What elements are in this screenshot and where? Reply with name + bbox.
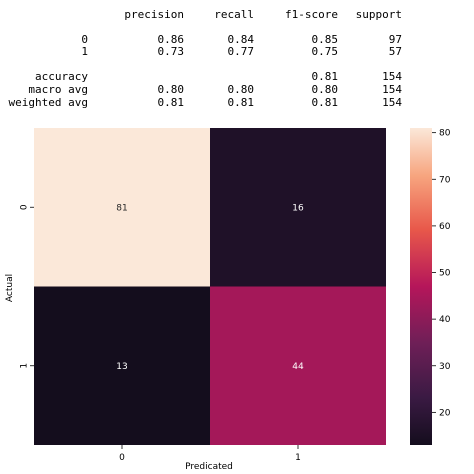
report-cell: 0.85 [311,33,339,46]
x-tick-label: 1 [295,453,301,463]
report-cell: 0.86 [157,33,185,46]
colorbar-tick-label: 60 [439,222,451,232]
report-header-f1: f1-score [285,8,338,21]
report-cell: 0.81 [311,96,339,109]
colorbar-tick-label: 40 [439,315,451,325]
report-cell: 0.80 [157,83,185,96]
heatmap-cells: 81 16 13 44 [34,128,386,445]
colorbar [410,128,432,445]
report-row-label: accuracy [35,70,88,83]
x-tick-label: 0 [119,453,125,463]
y-tick-label: 0 [20,204,30,210]
report-cell: 154 [382,96,402,109]
colorbar-tick-label: 80 [439,129,451,139]
colorbar-tick-label: 50 [439,269,451,279]
y-tick-labels: 01 [20,204,34,369]
report-cell: 57 [388,45,402,58]
report-cell: 0.73 [157,45,185,58]
x-axis-label: Predicated [185,462,233,472]
report-cell: 154 [382,70,402,83]
heatmap-cell [210,128,386,287]
cell-value-label: 13 [116,362,127,372]
report-row-label: 0 [81,33,88,46]
colorbar-tick-label: 70 [439,175,451,185]
heatmap-cell [34,128,210,287]
y-axis-label: Actual [5,274,15,302]
report-cell: 0.80 [311,83,339,96]
report-header-precision: precision [124,8,184,21]
colorbar-tick-label: 30 [439,362,451,372]
heatmap-cell [34,286,210,445]
report-cell: 97 [388,33,402,46]
y-tick-label: 1 [20,363,30,369]
colorbar-tick-label: 20 [439,408,451,418]
cell-value-label: 16 [292,203,304,213]
report-header-support: support [355,8,402,21]
cell-value-label: 81 [116,203,127,213]
colorbar-ticks: 20 30 40 50 60 70 80 [432,129,451,418]
report-cell: 0.75 [311,45,339,58]
report-cell: 0.84 [227,33,255,46]
report-cell: 0.81 [157,96,185,109]
report-header-recall: recall [214,8,254,21]
heatmap-cell [210,286,386,445]
cell-value-label: 44 [292,362,304,372]
report-row-label: 1 [81,45,88,58]
report-cell: 0.81 [227,96,255,109]
report-cell: 0.77 [227,45,255,58]
report-cell: 154 [382,83,402,96]
report-row-label: macro avg [28,83,88,96]
report-row-label: weighted avg [8,96,88,109]
report-cell: 0.81 [311,70,339,83]
classification-report: precision recall f1-score support 0 0.86… [0,0,474,118]
report-cell: 0.80 [227,83,255,96]
